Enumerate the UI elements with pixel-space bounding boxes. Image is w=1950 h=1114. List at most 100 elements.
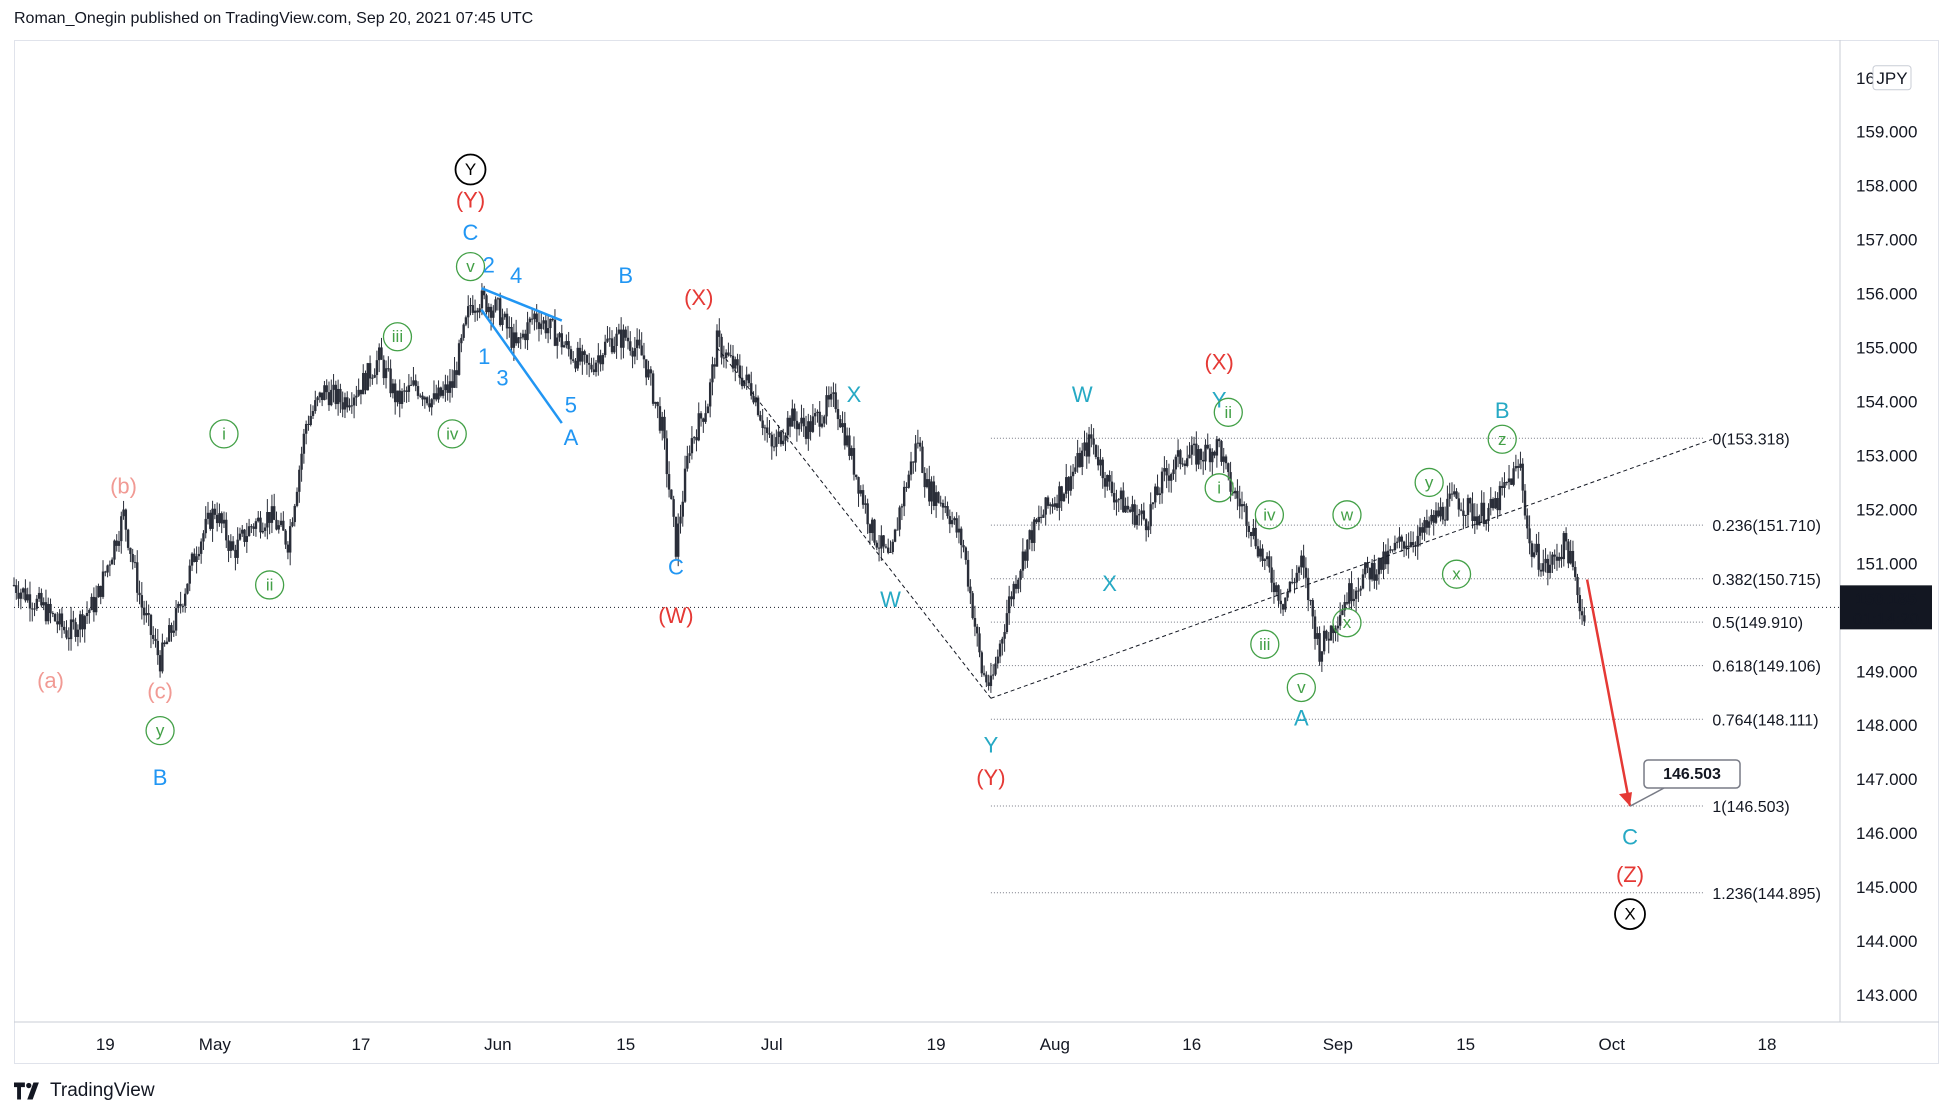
- candle-body: [400, 391, 404, 404]
- chart-area[interactable]: [14, 40, 1939, 1064]
- candle-body: [1542, 563, 1545, 572]
- candle-body: [1186, 458, 1189, 466]
- candle-body: [1195, 443, 1198, 465]
- current-price-value: 150.185: [1855, 589, 1916, 608]
- candle-body: [950, 520, 954, 525]
- dashed-trendline-up: [990, 438, 1713, 699]
- wave-label: w: [1340, 505, 1354, 524]
- candle-body: [1117, 499, 1120, 501]
- candle-body: [1124, 505, 1127, 513]
- candle-body: [1160, 471, 1164, 494]
- candle-body: [829, 393, 833, 400]
- candle-body: [138, 592, 141, 596]
- candle-body: [241, 529, 244, 534]
- candle-body: [542, 320, 545, 324]
- candle-body: [852, 448, 856, 475]
- candle-body: [1165, 468, 1168, 476]
- candle-body: [1227, 463, 1230, 473]
- candle-body: [1530, 543, 1534, 557]
- candle-body: [435, 393, 438, 400]
- candle-body: [1265, 556, 1269, 560]
- candle-body: [928, 479, 931, 502]
- candle-body: [1046, 497, 1050, 506]
- candle-body: [578, 347, 582, 362]
- y-tick-label: 144.000: [1856, 932, 1917, 951]
- candle-body: [409, 384, 413, 386]
- candle-body: [304, 423, 308, 434]
- candle-body: [1432, 514, 1435, 523]
- candle-body: [706, 406, 710, 414]
- currency-label: JPY: [1876, 69, 1907, 88]
- candle-body: [1491, 498, 1495, 509]
- candle-body: [236, 539, 239, 558]
- candle-body: [250, 526, 253, 528]
- wave-label-circle: [1213, 397, 1243, 427]
- candle-body: [692, 437, 696, 439]
- candle-body: [1576, 576, 1579, 596]
- candle-body: [1500, 485, 1504, 488]
- candle-body: [163, 642, 166, 645]
- projection-arrow-line: [1585, 579, 1632, 807]
- wave-label: Y: [465, 160, 476, 179]
- candle-body: [448, 381, 452, 393]
- candle-body: [661, 416, 664, 431]
- candle-body: [1110, 481, 1114, 494]
- candle-body: [1489, 498, 1492, 508]
- candle-body: [718, 330, 721, 337]
- candle-body: [348, 405, 351, 408]
- candle-body: [1017, 579, 1020, 589]
- candle-body: [715, 330, 719, 367]
- candle-body: [341, 402, 344, 410]
- candle-body: [1058, 486, 1061, 508]
- candle-body: [1170, 474, 1173, 481]
- candle-body: [711, 364, 714, 383]
- candle-body: [405, 390, 408, 392]
- candle-body: [553, 319, 557, 346]
- candle-body: [727, 352, 730, 356]
- candle-body: [318, 392, 322, 398]
- candle-body: [1421, 527, 1424, 533]
- candle-body: [1172, 469, 1175, 475]
- candle-body: [1348, 583, 1351, 604]
- candle-body: [1569, 550, 1572, 564]
- candle-body: [708, 382, 712, 407]
- candle-body: [60, 613, 64, 627]
- candle-body: [446, 384, 449, 393]
- candle-body: [775, 437, 778, 447]
- wave-label: x: [1452, 565, 1461, 584]
- wave-label: (Y): [456, 188, 485, 213]
- candle-body: [617, 329, 621, 334]
- candle-body: [213, 508, 217, 515]
- candle-body: [982, 673, 986, 675]
- wave-label-circle: [1441, 559, 1472, 589]
- wave-label: C: [1622, 824, 1638, 849]
- wave-label-circle: [437, 419, 467, 449]
- candle-body: [1336, 625, 1340, 629]
- wave-label-circle: [145, 715, 175, 746]
- candle-body: [1092, 438, 1095, 445]
- candle-body: [243, 529, 246, 542]
- candle-body: [1457, 498, 1461, 510]
- candle-body: [378, 347, 381, 361]
- candle-body: [912, 461, 915, 463]
- candle-body: [1311, 600, 1314, 617]
- candle-body: [314, 400, 317, 412]
- candle-body: [1247, 526, 1251, 532]
- candle-body: [572, 359, 575, 361]
- candle-body: [63, 626, 66, 631]
- wave-label-circle: [1332, 608, 1362, 638]
- candle-body: [1076, 452, 1079, 468]
- candle-body: [72, 619, 75, 623]
- candle-body: [277, 525, 280, 530]
- candle-body: [1471, 503, 1474, 521]
- candle-body: [1526, 515, 1529, 529]
- wave-label-circle: [1204, 473, 1234, 503]
- wave-label-circle: [382, 322, 413, 352]
- candle-body: [325, 385, 328, 393]
- candle-body: [1354, 590, 1358, 599]
- candle-body: [462, 324, 465, 338]
- candle-body: [181, 605, 185, 607]
- candle-body: [946, 506, 949, 517]
- candle-body: [551, 318, 554, 320]
